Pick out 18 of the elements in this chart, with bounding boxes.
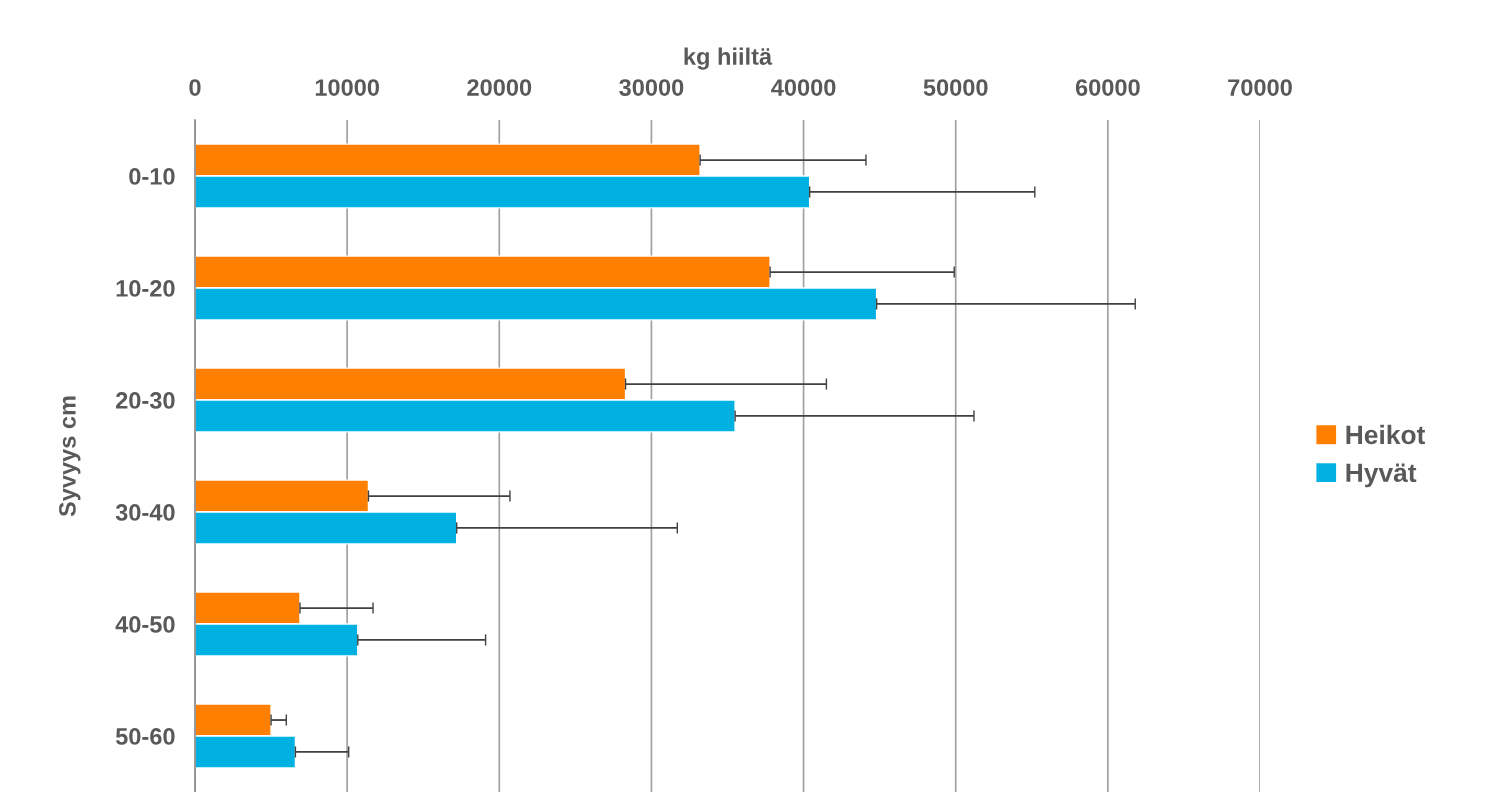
x-tick-label: 60000 xyxy=(1075,79,1140,96)
y-tick-label: 20-30 xyxy=(115,392,175,409)
y-axis-title: Syvyys cm xyxy=(59,396,81,517)
x-tick-label: 40000 xyxy=(771,79,836,96)
x-tick-label: 50000 xyxy=(923,79,988,96)
legend-label: Heikot xyxy=(1346,424,1426,445)
x-tick-label: 0 xyxy=(189,79,201,96)
y-tick-label: 10-20 xyxy=(116,280,175,297)
x-axis-title: kg hiiltä xyxy=(684,47,773,70)
x-tick-label: 70000 xyxy=(1228,79,1292,96)
legend-label: Hyvät xyxy=(1346,463,1417,488)
x-tick-label: 20000 xyxy=(467,79,532,96)
x-tick-label: 10000 xyxy=(315,79,380,96)
x-tick-label: 30000 xyxy=(619,79,684,96)
y-tick-label: 40-50 xyxy=(115,616,175,633)
y-tick-label: 50-60 xyxy=(115,728,175,745)
y-tick-label: 0-10 xyxy=(129,168,175,185)
y-tick-label: 30-40 xyxy=(115,504,175,521)
